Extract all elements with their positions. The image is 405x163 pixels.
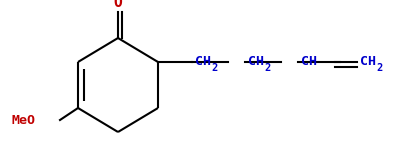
Text: O: O <box>114 0 122 10</box>
Text: CH: CH <box>360 55 376 68</box>
Text: 2: 2 <box>376 63 382 73</box>
Text: CH: CH <box>248 55 264 68</box>
Text: MeO: MeO <box>12 113 36 126</box>
Text: 2: 2 <box>264 63 270 73</box>
Text: 2: 2 <box>211 63 217 73</box>
Text: CH: CH <box>195 55 211 68</box>
Text: CH: CH <box>301 55 317 68</box>
